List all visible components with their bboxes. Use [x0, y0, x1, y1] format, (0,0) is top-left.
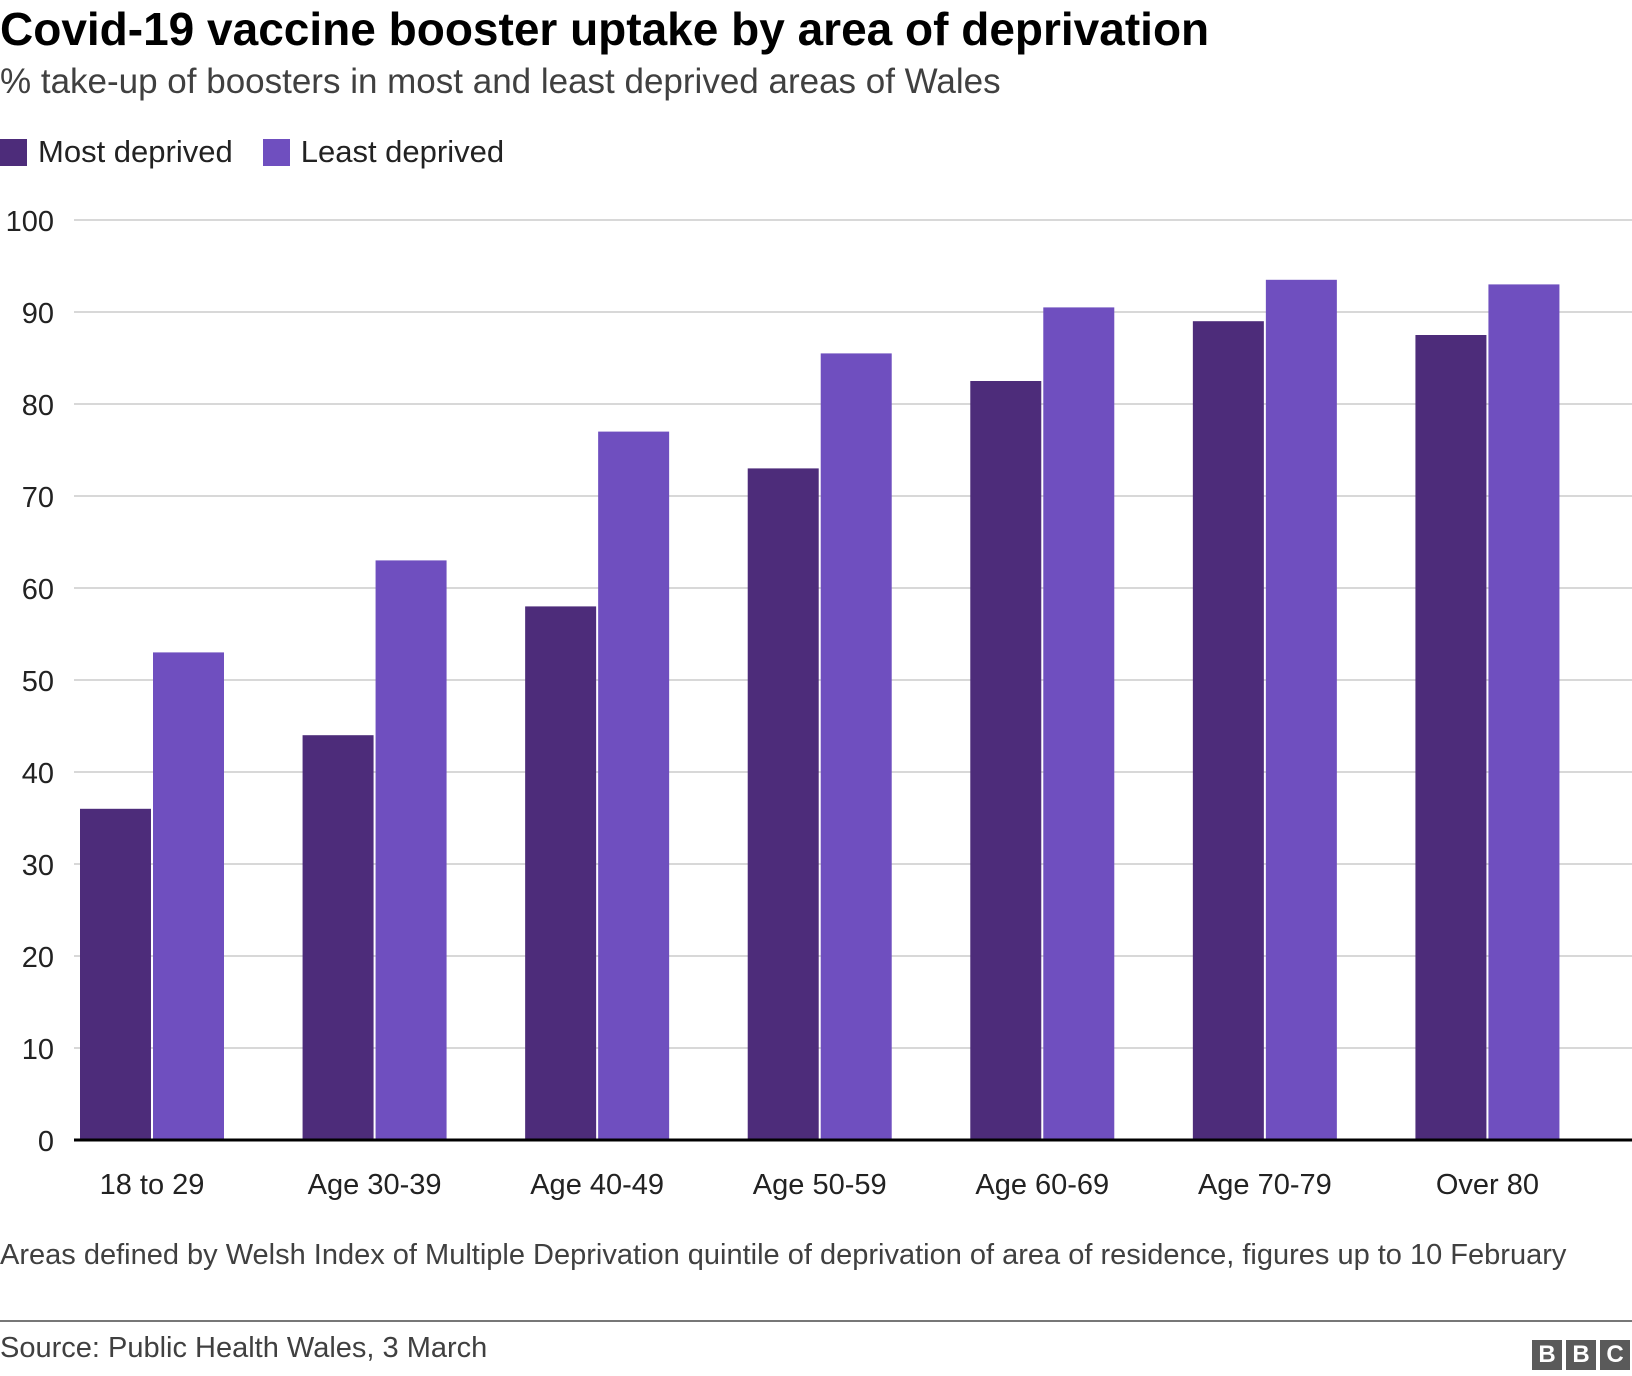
bar-most-deprived — [747, 468, 819, 1140]
bbc-logo-letter: B — [1532, 1340, 1562, 1370]
bar-least-deprived — [153, 652, 224, 1140]
bbc-logo-letter: B — [1566, 1340, 1596, 1370]
bar-least-deprived — [1043, 307, 1115, 1140]
bar-least-deprived — [1488, 284, 1560, 1140]
bbc-logo-letter: C — [1600, 1340, 1630, 1370]
x-tick-label: Over 80 — [1436, 1169, 1539, 1201]
bar-chart: 0 10 20 30 40 50 60 70 80 90 100 18 to 29 Age 30-39 A… — [6, 206, 1632, 1201]
chart-subtitle: % take-up of boosters in most and least … — [0, 62, 1001, 101]
y-tick-label: 90 — [22, 298, 54, 330]
y-tick-label: 70 — [22, 482, 54, 514]
chart-note: Areas defined by Welsh Index of Multiple… — [0, 1239, 1567, 1271]
bar-most-deprived — [970, 381, 1042, 1140]
chart-title: Covid-19 vaccine booster uptake by area … — [0, 3, 1210, 55]
x-tick-label: 18 to 29 — [100, 1169, 205, 1201]
legend-label-least-deprived: Least deprived — [300, 134, 505, 169]
y-tick-label: 30 — [22, 850, 54, 882]
footer-divider — [0, 1320, 1632, 1322]
y-tick-label: 40 — [22, 758, 54, 790]
legend: Most deprived Least deprived — [0, 134, 534, 170]
legend-label-most-deprived: Most deprived — [38, 134, 233, 169]
x-tick-label: Age 70-79 — [1198, 1169, 1332, 1201]
bar-most-deprived — [1415, 335, 1487, 1140]
y-tick-label: 50 — [22, 666, 54, 698]
y-tick-label: 80 — [22, 390, 54, 422]
y-tick-label: 20 — [22, 942, 54, 974]
x-tick-label: Age 50-59 — [753, 1169, 887, 1201]
y-tick-label: 10 — [22, 1034, 54, 1066]
bar-most-deprived — [302, 735, 374, 1140]
bar-least-deprived — [598, 431, 670, 1141]
y-tick-label: 100 — [6, 206, 54, 238]
bar-least-deprived — [820, 353, 892, 1140]
bbc-logo: B B C — [1528, 1340, 1630, 1370]
y-tick-label: 0 — [38, 1126, 54, 1158]
bar-least-deprived — [1265, 279, 1337, 1140]
x-tick-label: Age 60-69 — [975, 1169, 1109, 1201]
bar-least-deprived — [375, 560, 447, 1140]
legend-item-most-deprived: Most deprived — [0, 134, 233, 170]
legend-swatch-most-deprived — [0, 138, 27, 166]
source-text: Source: Public Health Wales, 3 March — [0, 1332, 488, 1364]
y-tick-label: 60 — [22, 574, 54, 606]
legend-item-least-deprived: Least deprived — [262, 134, 505, 170]
bar-most-deprived — [525, 606, 597, 1140]
legend-swatch-least-deprived — [262, 138, 290, 166]
bar-most-deprived — [1192, 321, 1264, 1140]
x-tick-label: Age 30-39 — [308, 1169, 442, 1201]
x-tick-label: Age 40-49 — [530, 1169, 664, 1201]
bar-most-deprived — [80, 808, 151, 1140]
